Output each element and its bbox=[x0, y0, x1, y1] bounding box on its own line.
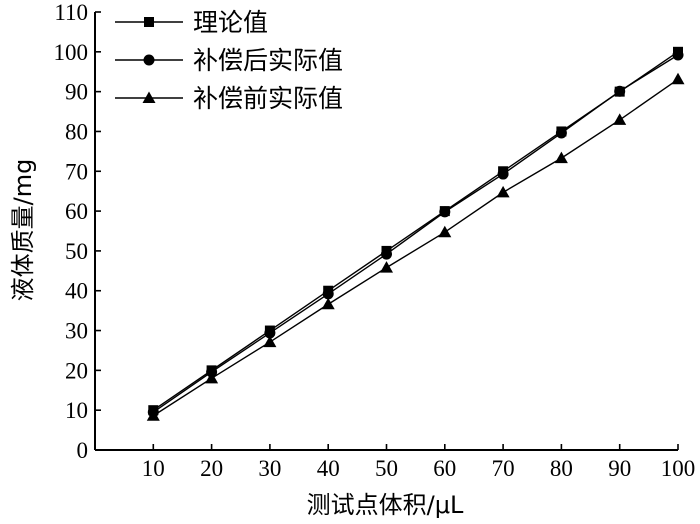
legend-item: 补偿前实际值 bbox=[115, 84, 343, 113]
series-line-triangle bbox=[152, 78, 679, 417]
legend-marker-circle bbox=[143, 54, 155, 66]
y-tick-label: 100 bbox=[54, 40, 89, 65]
x-tick-label: 90 bbox=[608, 456, 631, 481]
data-point-circle bbox=[322, 288, 334, 300]
y-tick-label: 50 bbox=[65, 239, 88, 264]
data-point-circle bbox=[614, 85, 626, 97]
data-point-triangle bbox=[321, 297, 335, 310]
y-tick-label: 20 bbox=[65, 358, 88, 383]
data-point-triangle bbox=[438, 225, 452, 238]
y-tick-label: 0 bbox=[77, 438, 89, 463]
x-tick-label: 60 bbox=[433, 456, 456, 481]
data-point-triangle bbox=[380, 261, 393, 273]
y-tick-label: 60 bbox=[65, 199, 88, 224]
data-point-circle bbox=[555, 127, 567, 139]
data-point-triangle bbox=[613, 113, 627, 125]
legend-label: 理论值 bbox=[193, 8, 268, 37]
x-tick-label: 30 bbox=[258, 456, 281, 481]
data-point-circle bbox=[497, 168, 509, 180]
y-tick-label: 10 bbox=[65, 398, 88, 423]
data-point-triangle bbox=[671, 72, 685, 85]
data-point-circle bbox=[672, 49, 684, 61]
series-triangle bbox=[146, 72, 685, 421]
x-tick-label: 40 bbox=[317, 456, 340, 481]
x-tick-label: 70 bbox=[492, 456, 515, 481]
legend-marker-triangle bbox=[142, 91, 156, 103]
x-tick-label: 100 bbox=[661, 456, 696, 481]
legend-item: 补偿后实际值 bbox=[115, 46, 343, 75]
data-point-triangle bbox=[554, 151, 568, 164]
y-tick-label: 30 bbox=[65, 319, 88, 344]
data-point-triangle bbox=[146, 409, 160, 421]
legend-label: 补偿前实际值 bbox=[193, 84, 343, 113]
data-point-circle bbox=[381, 248, 392, 260]
data-point-circle bbox=[264, 327, 276, 339]
y-tick-label: 110 bbox=[54, 0, 88, 25]
x-tick-label: 20 bbox=[200, 456, 223, 481]
x-tick-label: 50 bbox=[375, 456, 398, 481]
legend-label: 补偿后实际值 bbox=[193, 46, 343, 75]
data-point-circle bbox=[439, 206, 451, 218]
legend-item: 理论值 bbox=[115, 8, 268, 37]
y-tick-label: 70 bbox=[65, 159, 88, 184]
axes: 0 10 20 30 40 50 60 70 80 90 100 110 10 20 30 40 50 60 70 8… bbox=[54, 0, 696, 481]
data-point-triangle bbox=[263, 335, 277, 348]
legend-marker-square bbox=[144, 17, 154, 27]
x-axis-title: 测试点体积/μL bbox=[307, 491, 464, 519]
x-tick-label: 80 bbox=[550, 456, 573, 481]
y-tick-label: 40 bbox=[65, 279, 88, 304]
y-tick-label: 80 bbox=[65, 119, 88, 144]
data-point-triangle bbox=[496, 185, 510, 198]
x-tick-label: 10 bbox=[142, 456, 165, 481]
series-layer bbox=[146, 46, 685, 421]
y-tick-label: 90 bbox=[65, 80, 88, 105]
data-point-triangle bbox=[205, 371, 219, 384]
series-line-circle bbox=[152, 54, 679, 413]
y-axis-title: 液体质量/mg bbox=[9, 159, 37, 302]
